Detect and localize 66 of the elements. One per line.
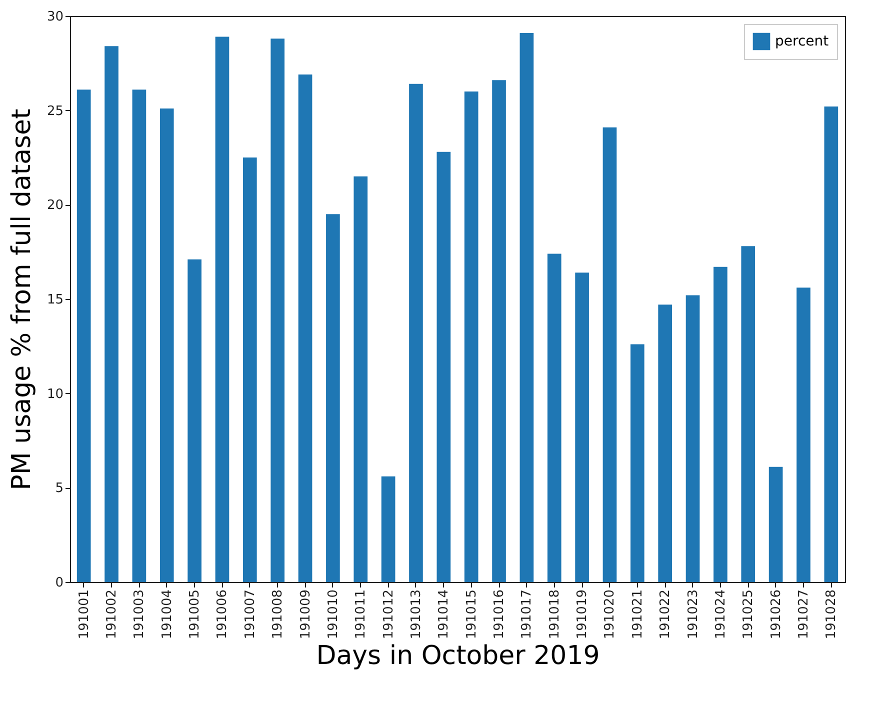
x-tick-label: 191004 (160, 590, 175, 640)
x-tick-label: 191017 (520, 590, 535, 640)
x-axis-title: Days in October 2019 (316, 641, 600, 672)
bar (354, 176, 368, 582)
bar (436, 152, 451, 582)
bar (824, 106, 838, 582)
x-tick-label: 191011 (354, 590, 369, 640)
x-tick-label: 191015 (464, 590, 480, 640)
x-tick-label: 191021 (630, 590, 646, 640)
bar (520, 32, 534, 582)
bar (298, 74, 312, 582)
x-tick-label: 191003 (132, 590, 148, 640)
bar (132, 90, 146, 582)
bar (326, 214, 340, 582)
x-tick-label: 191018 (547, 590, 562, 640)
bar (270, 38, 285, 582)
x-tick-label: 191008 (270, 590, 286, 640)
y-tick-label: 10 (46, 386, 64, 402)
x-tick-label: 191002 (104, 590, 120, 640)
x-tick-label: 191025 (741, 590, 756, 640)
x-tick-label: 191009 (298, 590, 314, 640)
bar (381, 476, 396, 582)
x-tick-label: 191005 (188, 590, 203, 640)
x-tick-label: 191001 (76, 590, 92, 640)
bar (741, 246, 756, 582)
bar (188, 259, 202, 582)
legend-label: percent (775, 34, 830, 50)
bar (602, 127, 617, 582)
bar (714, 266, 728, 582)
bar (242, 158, 257, 582)
x-tick-label: 191024 (713, 590, 728, 640)
bar (768, 466, 783, 582)
bar (215, 36, 230, 582)
x-tick-label: 191028 (824, 590, 840, 640)
bar (686, 295, 700, 582)
x-tick-label: 191010 (326, 590, 341, 640)
y-tick-label: 20 (46, 198, 64, 214)
y-tick-label: 25 (46, 104, 64, 119)
bar (630, 344, 644, 582)
y-tick-label: 0 (55, 576, 64, 590)
bar (492, 80, 506, 582)
bar (547, 254, 562, 582)
y-tick-label: 5 (55, 481, 64, 496)
bar (76, 90, 91, 582)
bar (104, 46, 118, 582)
bar (160, 108, 174, 582)
x-tick-label: 191013 (408, 590, 424, 640)
bar (658, 304, 672, 582)
x-tick-label: 191023 (686, 590, 701, 640)
y-tick-label: 15 (46, 292, 64, 308)
x-tick-label: 191026 (768, 590, 784, 640)
x-tick-label: 191014 (436, 590, 452, 640)
x-tick-label: 191022 (658, 590, 674, 640)
x-tick-label: 191027 (796, 590, 812, 640)
bar (575, 272, 589, 582)
x-tick-label: 191012 (381, 590, 396, 640)
x-tick-label: 191019 (575, 590, 590, 640)
bar (796, 288, 810, 582)
x-tick-label: 191016 (492, 590, 508, 640)
y-tick-label: 30 (46, 10, 64, 24)
bar (409, 84, 423, 582)
x-tick-label: 191007 (242, 590, 258, 640)
bar (464, 91, 478, 582)
y-axis-title: PM usage % from full dataset (6, 108, 37, 490)
x-tick-label: 191020 (602, 590, 618, 640)
x-tick-label: 191006 (215, 590, 230, 640)
